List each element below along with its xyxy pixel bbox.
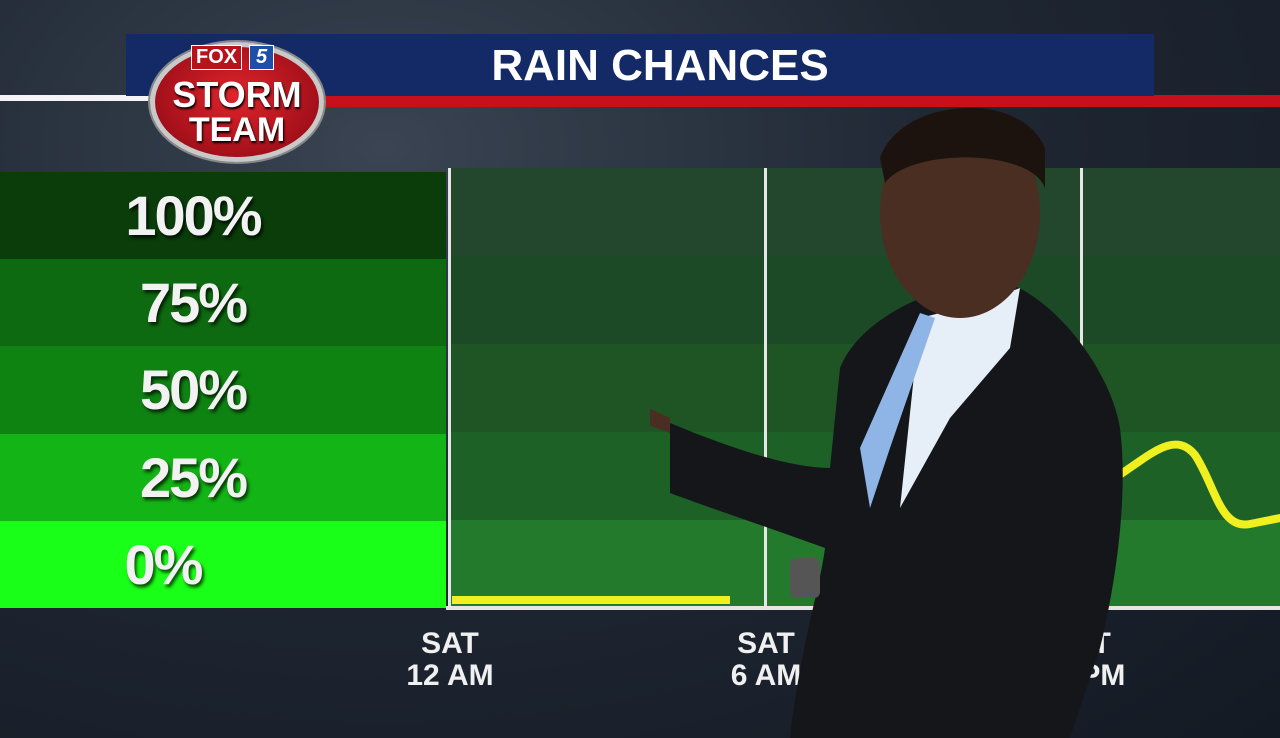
x-label-day: SAT: [421, 627, 479, 660]
band-75: 75%: [0, 259, 446, 347]
gridline-12am: [448, 168, 451, 608]
header-white-stripe: [0, 95, 160, 101]
header-red-stripe: [310, 95, 1280, 107]
gridline-6am: [764, 168, 767, 608]
band-50: 50%: [0, 346, 446, 434]
logo-channel: 5: [249, 45, 275, 70]
logo-network: FOX: [191, 45, 243, 70]
logo-line1: STORM: [172, 74, 302, 115]
presenter-figure: [650, 107, 1123, 738]
x-label-time: 12 AM: [406, 659, 494, 692]
x-label-time: 6 AM: [730, 659, 802, 692]
band-25: 25%: [0, 433, 446, 521]
band-label: 50%: [139, 358, 248, 422]
band-label: 25%: [139, 445, 248, 509]
x-label-12am: SAT 12 AM: [380, 628, 520, 692]
x-label-day: SAT: [737, 627, 795, 660]
fox5-storm-team-logo: FOX 5 STORM TEAM: [150, 42, 324, 162]
y-axis-legend: 100% 75% 50% 25% 0%: [0, 172, 446, 608]
band-0: 0%: [0, 520, 446, 608]
logo-line2: TEAM: [188, 111, 286, 149]
band-label: 0%: [124, 532, 204, 596]
band-100: 100%: [0, 172, 446, 260]
band-label: 75%: [139, 271, 248, 335]
band-label: 100%: [125, 184, 262, 248]
x-label-6am: SAT 6 AM: [696, 628, 836, 692]
